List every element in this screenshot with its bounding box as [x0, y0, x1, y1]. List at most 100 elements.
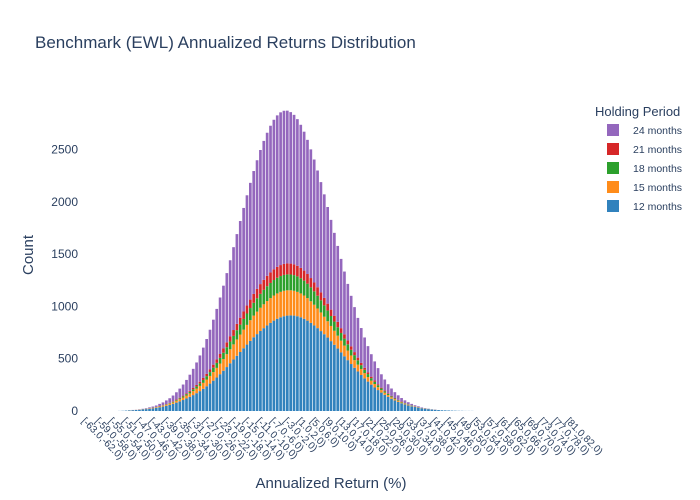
bar[interactable] [191, 387, 195, 390]
bar[interactable] [376, 385, 380, 388]
bar[interactable] [383, 392, 387, 395]
bar[interactable] [191, 389, 195, 392]
bar[interactable] [201, 382, 205, 389]
bar[interactable] [383, 394, 387, 411]
bar[interactable] [349, 346, 353, 350]
bar[interactable] [306, 139, 309, 274]
bar[interactable] [353, 352, 356, 356]
bar[interactable] [393, 392, 397, 399]
bar[interactable] [242, 207, 245, 312]
bar[interactable] [275, 318, 279, 411]
bar[interactable] [242, 318, 245, 330]
bar[interactable] [255, 334, 259, 411]
bar[interactable] [447, 410, 450, 411]
bar[interactable] [178, 388, 182, 398]
bar[interactable] [346, 360, 350, 411]
bar[interactable] [333, 232, 336, 316]
bar[interactable] [191, 395, 195, 411]
bar[interactable] [168, 404, 172, 411]
bar[interactable] [282, 110, 286, 264]
bar[interactable] [400, 402, 403, 404]
bar[interactable] [265, 286, 269, 302]
bar[interactable] [198, 385, 202, 392]
bar[interactable] [185, 393, 188, 395]
bar[interactable] [366, 372, 370, 375]
bar[interactable] [349, 349, 353, 356]
bar[interactable] [259, 293, 262, 308]
bar[interactable] [343, 271, 346, 335]
bar[interactable] [154, 407, 158, 411]
bar[interactable] [222, 348, 225, 353]
bar[interactable] [292, 290, 296, 316]
bar[interactable] [215, 367, 219, 378]
bar[interactable] [326, 303, 329, 311]
bar[interactable] [282, 316, 286, 411]
bar[interactable] [235, 355, 239, 411]
bar[interactable] [201, 388, 205, 411]
bar[interactable] [272, 295, 276, 321]
bar[interactable] [312, 304, 316, 326]
legend-item[interactable]: 18 months [607, 162, 682, 175]
bar[interactable] [296, 119, 299, 266]
bar[interactable] [363, 369, 366, 374]
bar[interactable] [430, 409, 434, 411]
bar[interactable] [359, 328, 363, 363]
bar[interactable] [188, 396, 192, 411]
bar[interactable] [232, 330, 235, 336]
bar[interactable] [191, 391, 195, 396]
bar[interactable] [312, 291, 316, 305]
bar[interactable] [178, 398, 182, 400]
bar[interactable] [386, 393, 390, 394]
bar[interactable] [158, 403, 161, 406]
bar[interactable] [144, 408, 148, 409]
bar[interactable] [249, 299, 252, 309]
bar[interactable] [181, 397, 185, 401]
bar[interactable] [195, 386, 198, 389]
bar[interactable] [185, 394, 188, 396]
bar[interactable] [380, 374, 383, 388]
bar[interactable] [228, 341, 232, 350]
bar[interactable] [245, 344, 249, 411]
bar[interactable] [285, 263, 289, 275]
bar[interactable] [208, 383, 212, 411]
bar[interactable] [413, 407, 417, 411]
bar[interactable] [339, 340, 343, 353]
bar[interactable] [383, 379, 387, 391]
bar[interactable] [208, 329, 212, 370]
bar[interactable] [306, 273, 309, 284]
bar[interactable] [410, 406, 413, 411]
bar[interactable] [292, 315, 296, 411]
bar[interactable] [346, 283, 350, 341]
bar[interactable] [185, 379, 188, 394]
bar[interactable] [269, 272, 272, 283]
bar[interactable] [299, 267, 303, 279]
bar[interactable] [249, 340, 252, 411]
bar[interactable] [309, 149, 313, 279]
bar[interactable] [212, 319, 215, 365]
bar[interactable] [329, 316, 333, 326]
bar[interactable] [302, 295, 306, 319]
bar[interactable] [151, 406, 155, 408]
bar[interactable] [185, 398, 188, 411]
bar[interactable] [406, 405, 410, 411]
bar[interactable] [228, 260, 232, 337]
bar[interactable] [252, 171, 256, 294]
bar[interactable] [356, 357, 360, 361]
bar[interactable] [343, 345, 346, 357]
bar[interactable] [269, 125, 272, 273]
bar[interactable] [181, 384, 185, 396]
bar[interactable] [366, 374, 370, 377]
bar[interactable] [161, 402, 165, 406]
bar[interactable] [296, 316, 299, 411]
bar[interactable] [363, 337, 366, 368]
bar[interactable] [279, 112, 282, 266]
bar[interactable] [380, 387, 383, 389]
bar[interactable] [131, 410, 135, 411]
bar[interactable] [205, 376, 209, 380]
bar[interactable] [164, 405, 168, 411]
bar[interactable] [238, 221, 242, 318]
bar[interactable] [235, 323, 239, 331]
bar[interactable] [141, 409, 145, 411]
bar[interactable] [161, 405, 165, 407]
bar[interactable] [390, 388, 393, 396]
